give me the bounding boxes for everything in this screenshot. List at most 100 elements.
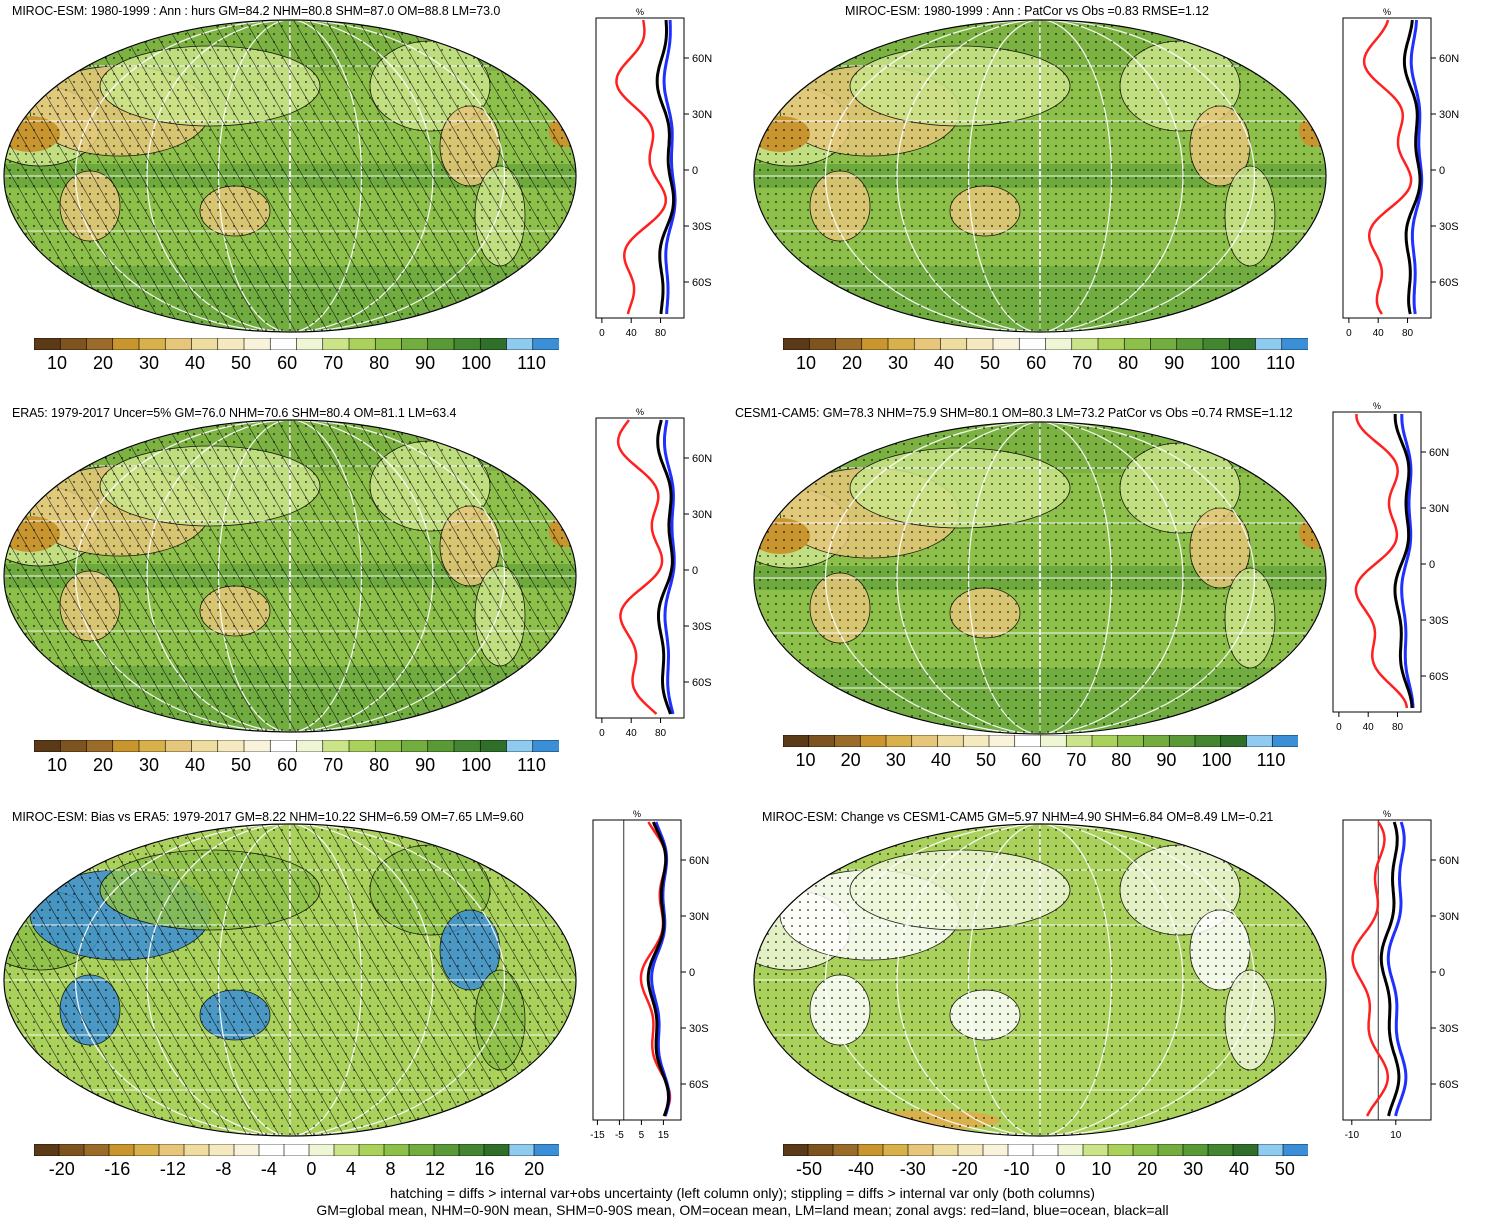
colorbar-tick-label: 90: [1164, 353, 1185, 373]
svg-text:0: 0: [1439, 967, 1445, 979]
colorbar-tick-label: 10: [46, 353, 68, 373]
colorbar-tick-label: 30: [139, 755, 160, 775]
svg-text:5: 5: [639, 1130, 645, 1141]
colorbar-tick-label: 80: [369, 755, 390, 775]
map: [3, 419, 577, 733]
colorbar-tick-label: 70: [1066, 750, 1087, 770]
footer-line-2: GM=global mean, NHM=0-90N mean, SHM=0-90…: [316, 1202, 1169, 1218]
svg-text:0: 0: [1336, 722, 1342, 732]
colorbar-labels: 10 20 30 40 50 60 70 80 90 100 110: [34, 353, 559, 374]
colorbar-tick-label: 10: [795, 750, 816, 770]
colorbar-tick-label: 100: [1210, 353, 1241, 373]
colorbar-labels: 10 20 30 40 50 60 70 80 90 100 110: [783, 750, 1298, 771]
panel-title: MIROC-ESM: 1980-1999 : Ann : PatCor vs O…: [845, 4, 1209, 18]
colorbar-tick-label: 60: [277, 755, 298, 775]
svg-text:40: 40: [626, 328, 638, 339]
svg-text:-15: -15: [590, 1130, 605, 1141]
colorbar-labels: 10 20 30 40 50 60 70 80 90 100 110: [783, 353, 1308, 374]
colorbar-tick-label: 0: [1055, 1159, 1066, 1179]
svg-text:80: 80: [655, 328, 667, 339]
svg-text:0: 0: [692, 165, 698, 177]
colorbar-tick-label: 16: [474, 1159, 495, 1179]
colorbar-tick-label: 20: [842, 353, 863, 373]
colorbar-tick-label: -16: [104, 1159, 131, 1179]
svg-text:15: 15: [658, 1130, 670, 1141]
panel-title: CESM1-CAM5: GM=78.3 NHM=75.9 SHM=80.1 OM…: [735, 406, 1293, 420]
svg-text:30N: 30N: [692, 509, 712, 521]
colorbar-tick-label: -20: [951, 1159, 978, 1179]
colorbar-tick-label: -30: [899, 1159, 926, 1179]
colorbar-tick-label: 10: [795, 353, 817, 373]
map: [753, 823, 1327, 1137]
colorbar-tick-label: 0: [306, 1159, 317, 1179]
panel-title: MIROC-ESM: 1980-1999 : Ann : hurs GM=84.…: [12, 4, 501, 18]
colorbar-tick-label: 110: [517, 353, 546, 373]
colorbar-tick-label: -8: [215, 1159, 232, 1179]
colorbar-tick-label: 80: [1111, 750, 1132, 770]
footer-note: hatching = diffs > internal var+obs unce…: [0, 1185, 1485, 1219]
colorbar-tick-label: 20: [1137, 1159, 1158, 1179]
svg-text:0: 0: [1346, 328, 1352, 339]
svg-text:30N: 30N: [1439, 911, 1459, 923]
panel-title: ERA5: 1979-2017 Uncer=5% GM=76.0 NHM=70.…: [12, 406, 457, 420]
svg-text:60N: 60N: [1439, 855, 1459, 867]
svg-text:30S: 30S: [1429, 615, 1449, 627]
svg-text:60N: 60N: [1439, 53, 1459, 65]
svg-text:%: %: [1373, 402, 1381, 411]
colorbar-tick-label: -50: [795, 1159, 822, 1179]
colorbar-tick-label: 100: [1201, 750, 1232, 770]
colorbar-tick-label: 90: [415, 353, 436, 373]
svg-text:30S: 30S: [692, 621, 712, 633]
colorbar-tick-label: 40: [934, 353, 955, 373]
colorbar: [34, 338, 559, 350]
colorbar-tick-label: 40: [185, 755, 206, 775]
colorbar-tick-label: 4: [345, 1159, 356, 1179]
svg-text:60N: 60N: [689, 855, 709, 867]
svg-text:30N: 30N: [1439, 109, 1459, 121]
panel-title: MIROC-ESM: Change vs CESM1-CAM5 GM=5.97 …: [762, 810, 1274, 824]
zonal-profile: % 60N 30N 0 30S 60S 0 40 80: [595, 8, 712, 339]
svg-text:80: 80: [1392, 722, 1404, 732]
svg-text:30N: 30N: [1429, 503, 1449, 515]
zonal-profile: % 60N 30N 0 30S 60S 0 40 80: [1332, 402, 1449, 732]
colorbar-tick-label: 50: [1274, 1159, 1295, 1179]
colorbar: [34, 740, 559, 752]
colorbar-tick-label: 20: [93, 353, 114, 373]
colorbar-tick-label: 110: [517, 755, 546, 775]
panel-2: MIROC-ESM: 1980-1999 : Ann : PatCor vs O…: [745, 0, 1485, 400]
svg-text:%: %: [633, 810, 641, 819]
colorbar-tick-label: -40: [847, 1159, 874, 1179]
panel-5: MIROC-ESM: Bias vs ERA5: 1979-2017 GM=8.…: [0, 806, 740, 1206]
colorbar-labels: -50 -40 -30 -20 -10 0 10 20 30 40 50: [783, 1159, 1308, 1180]
colorbar-tick-label: 10: [1091, 1159, 1112, 1179]
svg-text:60N: 60N: [692, 453, 712, 465]
colorbar-tick-label: 30: [1183, 1159, 1204, 1179]
colorbar: [783, 735, 1298, 747]
svg-text:30S: 30S: [1439, 1023, 1459, 1035]
colorbar-tick-label: 40: [185, 353, 206, 373]
colorbar-tick-label: 50: [231, 353, 252, 373]
colorbar-tick-label: 60: [277, 353, 298, 373]
svg-text:0: 0: [599, 328, 605, 339]
svg-text:60S: 60S: [1439, 1079, 1459, 1091]
colorbar: [783, 338, 1308, 350]
zonal-profile: % 60N 30N 0 30S 60S -15 -5 5 15: [590, 810, 709, 1141]
svg-text:40: 40: [1373, 328, 1385, 339]
svg-text:%: %: [1383, 810, 1391, 819]
svg-text:0: 0: [689, 967, 695, 979]
colorbar-tick-label: 30: [885, 750, 906, 770]
svg-text:%: %: [636, 408, 644, 417]
panel-6: MIROC-ESM: Change vs CESM1-CAM5 GM=5.97 …: [745, 806, 1485, 1206]
colorbar-tick-label: 80: [369, 353, 390, 373]
svg-text:80: 80: [655, 728, 667, 739]
colorbar-tick-label: 30: [888, 353, 909, 373]
colorbar-tick-label: 70: [323, 755, 344, 775]
svg-text:0: 0: [1429, 559, 1435, 571]
svg-text:60S: 60S: [692, 277, 712, 289]
svg-text:40: 40: [626, 728, 638, 739]
svg-text:-10: -10: [1345, 1130, 1360, 1141]
colorbar-tick-label: 110: [1256, 750, 1286, 770]
svg-text:60S: 60S: [1439, 277, 1459, 289]
zonal-profile: % 60N 30N 0 30S 60S -10 10: [1342, 810, 1459, 1141]
colorbar-tick-label: 50: [975, 750, 996, 770]
